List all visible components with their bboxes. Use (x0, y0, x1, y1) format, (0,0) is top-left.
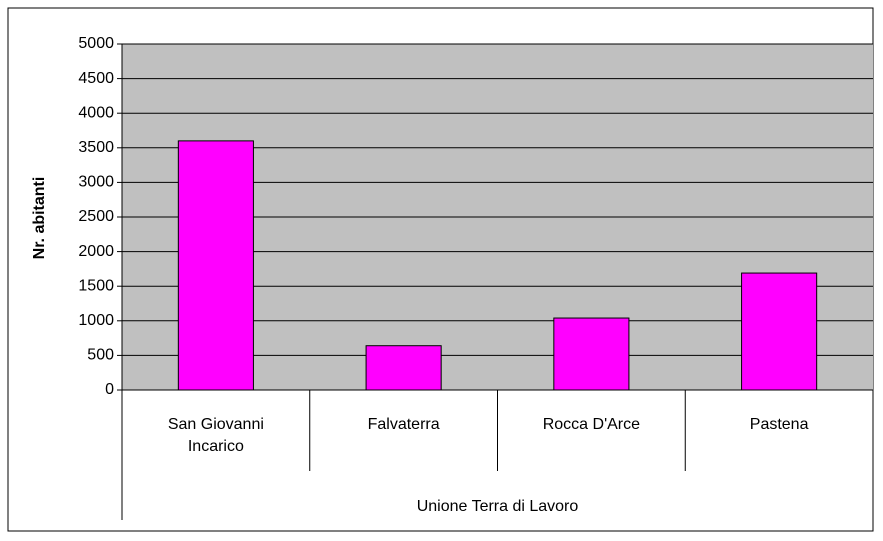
bar (741, 272, 818, 391)
y-tick-label: 1000 (78, 312, 114, 329)
group-label: Unione Terra di Lavoro (416, 498, 579, 515)
x-tick-label: Falvaterra (367, 416, 440, 433)
x-tick-label: Rocca D'Arce (542, 416, 641, 433)
y-tick-label: 3000 (78, 174, 114, 191)
y-tick-label: 5000 (78, 35, 114, 52)
x-tick-label: San Giovanni Incarico (167, 416, 264, 455)
y-tick-label: 2500 (78, 208, 114, 225)
y-tick-label: 4000 (78, 104, 114, 121)
bar (553, 317, 630, 391)
y-tick-label: 1500 (78, 277, 114, 294)
y-tick-label: 2000 (78, 243, 114, 260)
y-tick-label: 4500 (78, 70, 114, 87)
y-tick-label: 3500 (78, 139, 114, 156)
bar (177, 140, 254, 391)
x-tick-label: Pastena (749, 416, 809, 433)
y-axis-title: Nr. abitanti (31, 177, 48, 260)
y-tick-label: 500 (87, 347, 114, 364)
bar (365, 345, 442, 391)
y-tick-label: 0 (105, 381, 114, 398)
